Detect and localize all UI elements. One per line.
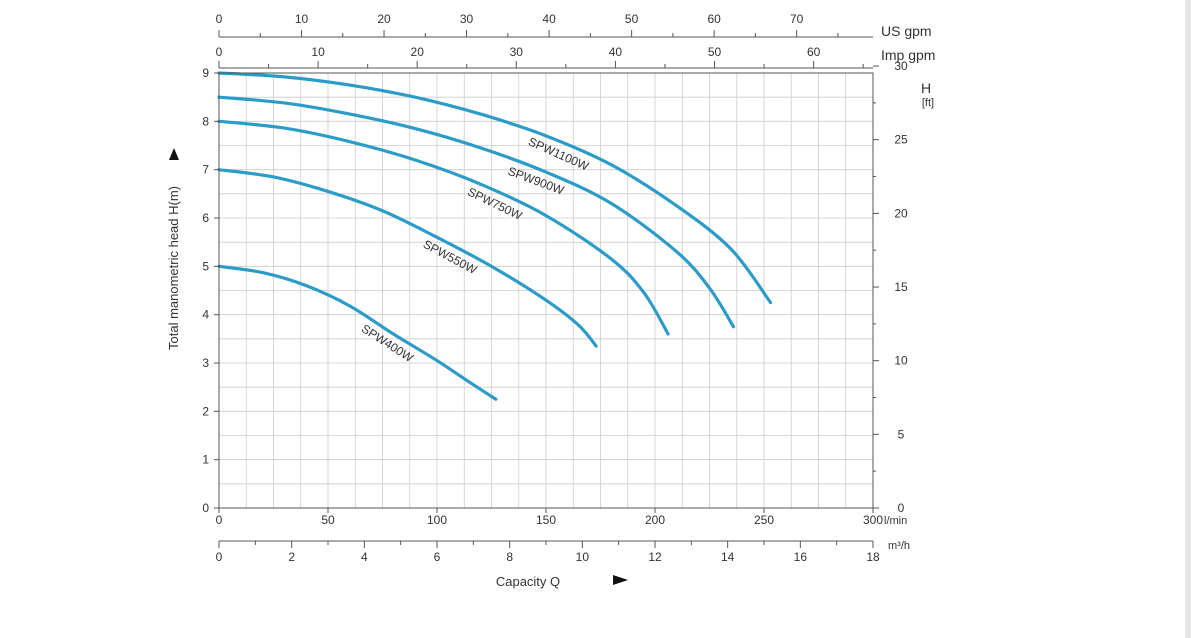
m3h-tick-label: 16 bbox=[794, 550, 808, 564]
x-axis-arrow-icon bbox=[613, 575, 628, 585]
curve-spw400w bbox=[217, 264, 498, 401]
y-tick-label: 4 bbox=[202, 308, 209, 322]
x-tick-label: 250 bbox=[754, 513, 774, 527]
x-tick-label: 150 bbox=[536, 513, 556, 527]
y-tick-label: 8 bbox=[202, 114, 209, 128]
y-tick-label: 1 bbox=[202, 453, 209, 467]
ft-tick-label: 20 bbox=[894, 206, 908, 220]
chart-axes: 0 50 100 150 200 250 3000123456789051015202530… bbox=[202, 12, 908, 564]
x-tick-label: 200 bbox=[645, 513, 665, 527]
curve-spw1100w bbox=[217, 71, 773, 305]
us-gpm-tick-label: 60 bbox=[707, 12, 721, 26]
ft-unit-label: [ft] bbox=[922, 97, 934, 109]
y-tick-label: 6 bbox=[202, 211, 209, 225]
m3h-tick-label: 14 bbox=[721, 550, 735, 564]
m3h-tick-label: 10 bbox=[576, 550, 590, 564]
y-tick-label: 7 bbox=[202, 163, 209, 177]
x-axis-title: Capacity Q bbox=[496, 574, 560, 589]
us-gpm-tick-label: 50 bbox=[625, 12, 639, 26]
curve-spw750w bbox=[217, 119, 670, 336]
x-tick-label: 100 bbox=[427, 513, 447, 527]
y-tick-label: 2 bbox=[202, 404, 209, 418]
m3h-tick-label: 2 bbox=[288, 550, 295, 564]
imp-gpm-tick-label: 60 bbox=[807, 45, 821, 59]
imp-gpm-tick-label: 0 bbox=[216, 45, 223, 59]
imp-gpm-tick-label: 30 bbox=[510, 45, 524, 59]
m3h-tick-label: 18 bbox=[866, 550, 880, 564]
us-gpm-tick-label: 30 bbox=[460, 12, 474, 26]
us-gpm-tick-label: 0 bbox=[216, 12, 223, 26]
curve-spw900w bbox=[217, 95, 736, 329]
us-gpm-tick-label: 70 bbox=[790, 12, 804, 26]
m3h-label: m³/h bbox=[888, 540, 910, 552]
y-axis-title: Total manometric head H(m) bbox=[166, 186, 181, 350]
us-gpm-label: US gpm bbox=[881, 23, 932, 39]
us-gpm-tick-label: 40 bbox=[542, 12, 556, 26]
x-unit-label: l/min bbox=[884, 515, 907, 527]
m3h-tick-label: 12 bbox=[648, 550, 662, 564]
imp-gpm-tick-label: 50 bbox=[708, 45, 722, 59]
y-tick-label: 9 bbox=[202, 66, 209, 80]
y-axis-arrow-icon bbox=[169, 148, 179, 160]
x-tick-label: 300 bbox=[863, 513, 883, 527]
m3h-tick-label: 6 bbox=[434, 550, 441, 564]
x-tick-label: 0 bbox=[216, 513, 223, 527]
ft-tick-label: 25 bbox=[894, 133, 908, 147]
imp-gpm-label: Imp gpm bbox=[881, 47, 935, 63]
ft-tick-label: 0 bbox=[898, 501, 905, 515]
ft-tick-label: 5 bbox=[898, 427, 905, 441]
m3h-tick-label: 0 bbox=[216, 550, 223, 564]
m3h-tick-label: 4 bbox=[361, 550, 368, 564]
chart-labels: Total manometric head H(m) Capacity Q l/… bbox=[166, 23, 935, 589]
us-gpm-tick-label: 10 bbox=[295, 12, 309, 26]
ft-tick-label: 30 bbox=[894, 59, 908, 73]
ft-axis-title: H bbox=[921, 80, 931, 96]
m3h-tick-label: 8 bbox=[506, 550, 513, 564]
y-tick-label: 5 bbox=[202, 259, 209, 273]
y-tick-label: 3 bbox=[202, 356, 209, 370]
x-tick-label: 50 bbox=[321, 513, 335, 527]
imp-gpm-tick-label: 40 bbox=[609, 45, 623, 59]
ft-tick-label: 15 bbox=[894, 280, 908, 294]
curve-spw550w bbox=[217, 168, 598, 348]
window-edge bbox=[1185, 0, 1191, 638]
y-tick-label: 0 bbox=[202, 501, 209, 515]
ft-tick-label: 10 bbox=[894, 354, 908, 368]
us-gpm-tick-label: 20 bbox=[377, 12, 391, 26]
imp-gpm-tick-label: 20 bbox=[411, 45, 425, 59]
imp-gpm-tick-label: 10 bbox=[311, 45, 325, 59]
